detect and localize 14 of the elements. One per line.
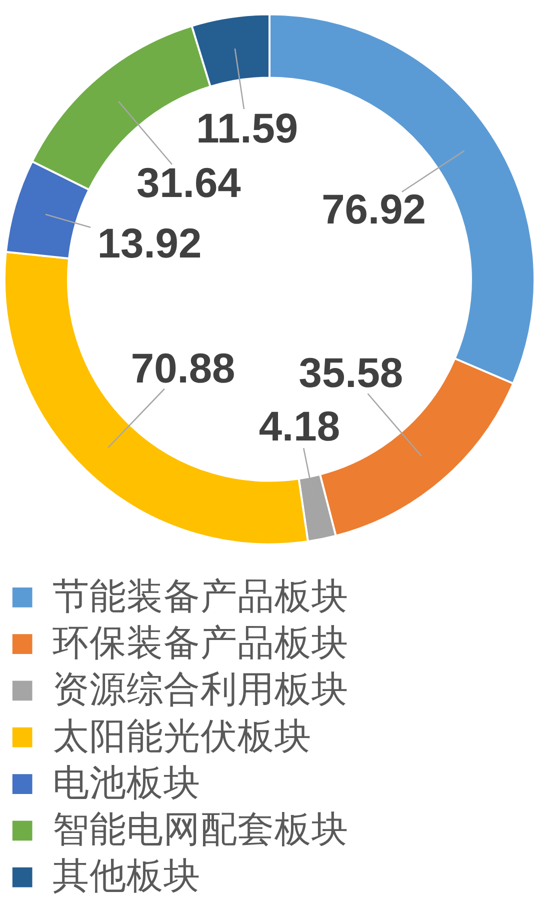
legend-label: 节能装备产品板块	[52, 574, 349, 618]
legend-label: 环保装备产品板块	[52, 620, 349, 664]
data-label: 4.18	[258, 402, 340, 450]
legend-label: 资源综合利用板块	[52, 668, 349, 711]
data-label: 13.92	[97, 219, 202, 266]
legend-label: 智能电网配套板块	[52, 808, 349, 851]
legend-label: 其他板块	[52, 854, 201, 898]
data-label: 35.58	[298, 348, 404, 396]
legend-label: 电池板块	[52, 760, 201, 804]
data-label: 11.59	[196, 104, 298, 152]
data-label: 70.88	[130, 344, 236, 392]
legend-label: 太阳能光伏板块	[52, 714, 312, 758]
data-label: 31.64	[136, 158, 241, 206]
data-label: 76.92	[322, 185, 426, 232]
